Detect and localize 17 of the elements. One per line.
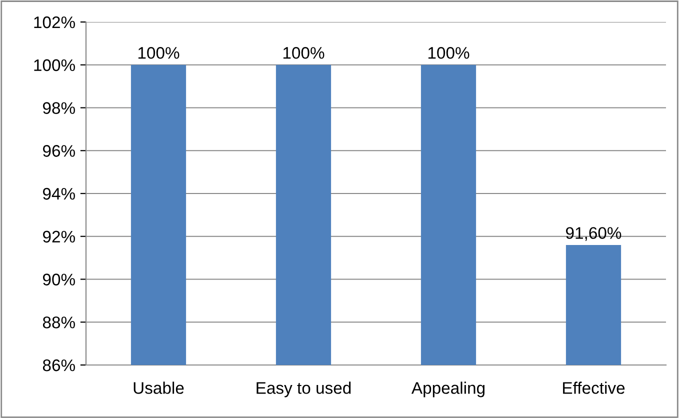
y-tick-label: 92% (43, 230, 75, 243)
y-tick-label: 94% (43, 188, 75, 200)
y-tick-label: 102% (34, 16, 75, 28)
x-tick-label: Effective (563, 382, 625, 394)
x-tick-label: Appealing (411, 382, 484, 398)
y-tick-label: 100% (34, 59, 75, 72)
x-tick-label: Easy to used (256, 382, 351, 398)
data-label: 91,60% (566, 227, 622, 241)
data-label: 100% (283, 47, 324, 59)
x-tick-label: Usable (134, 382, 184, 394)
y-tick-label: 86% (42, 359, 75, 372)
y-tick-label: 96% (43, 145, 75, 157)
y-tick-label: 88% (42, 316, 75, 328)
data-label: 100% (428, 47, 470, 59)
y-tick-label: 90% (43, 274, 75, 286)
data-label: 100% (138, 47, 180, 59)
y-tick-label: 98% (43, 102, 75, 114)
